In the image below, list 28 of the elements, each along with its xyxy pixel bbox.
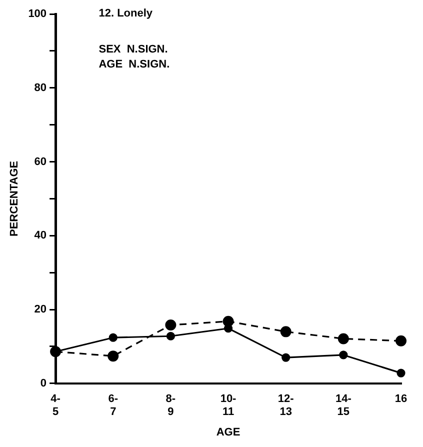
y-tick-label: 60 (34, 156, 47, 168)
point (165, 320, 176, 331)
point (396, 335, 406, 346)
x-tick-label: 12- 13 (278, 393, 294, 418)
y-axis-title: PERCENTAGE (8, 160, 21, 236)
x-tick-label: 4- 5 (50, 393, 61, 418)
y-tick-label: 80 (34, 82, 47, 94)
y-tick-label: 20 (34, 304, 47, 316)
x-tick-label: 6- 7 (108, 393, 118, 418)
x-tick-label: 14- 15 (335, 393, 352, 418)
point (108, 350, 119, 362)
x-tick-label: 8- 9 (166, 393, 176, 418)
annotation: AGE N.SIGN. (98, 58, 170, 71)
point (108, 333, 118, 342)
point (166, 332, 175, 340)
y-tick-label: 40 (34, 230, 47, 242)
point (282, 353, 290, 362)
point (338, 333, 349, 344)
annotation: SEX N.SIGN. (98, 44, 168, 56)
x-axis-title: AGE (216, 426, 240, 438)
chart-title: 12. Lonely (98, 8, 154, 20)
x-tick-label: 10- 11 (220, 393, 237, 418)
point (280, 326, 292, 338)
y-tick-label: 0 (40, 377, 47, 390)
point (396, 368, 406, 378)
point (339, 350, 348, 360)
x-tick-label: 16 (394, 393, 408, 406)
y-tick-label: 100 (28, 8, 47, 20)
